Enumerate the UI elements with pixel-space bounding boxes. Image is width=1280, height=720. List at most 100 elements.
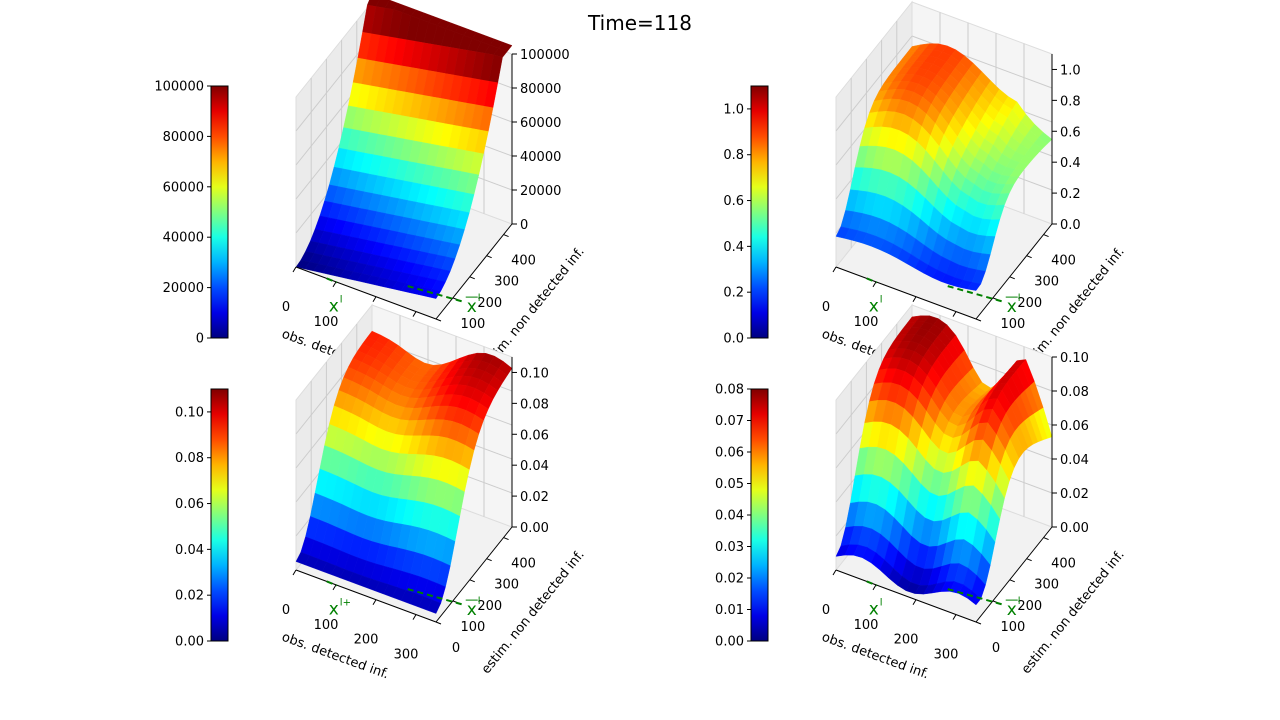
colorbar: 0.00 0.02 0.04 0.06 0.08 0.10 — [175, 388, 229, 650]
colorbar-tick-label: 0.08 — [175, 451, 204, 466]
y-tick — [486, 558, 492, 562]
x-tick-label: 0 — [282, 300, 290, 315]
value-function-panel: Value Function02000040000600008000010000… — [154, 0, 588, 379]
z-tick-label: 0.10 — [520, 366, 549, 381]
colorbar-tick-label: 0.00 — [715, 635, 744, 650]
x-threshold-dash — [866, 277, 878, 284]
z-tick-label: 0.06 — [1060, 419, 1089, 434]
z-tick-label: 60000 — [520, 116, 561, 131]
x-tick — [292, 266, 297, 273]
y-tick — [435, 318, 442, 322]
colorbar-gradient — [750, 388, 769, 642]
y-tick-label: 200 — [477, 296, 502, 311]
x-threshold-dash — [326, 580, 338, 587]
y-tick — [1026, 255, 1032, 259]
y-tick — [1026, 558, 1032, 562]
x-threshold-dash — [326, 277, 338, 284]
colorbar-tick-label: 0.04 — [175, 543, 204, 558]
y-tick-label: 100 — [1000, 620, 1025, 635]
colorbar-gradient — [750, 85, 769, 339]
z-tick-label: 0.0 — [1060, 218, 1081, 233]
x-tick-label: 0 — [822, 300, 830, 315]
z-tick-label: 0.08 — [520, 397, 549, 412]
y-threshold-sup: l — [1018, 293, 1021, 304]
y-threshold-label: x — [467, 297, 477, 317]
colorbar-tick-label: 0.02 — [175, 589, 204, 604]
y-tick — [469, 276, 475, 280]
y-threshold-label: x — [1007, 600, 1017, 620]
z-tick-label: 80000 — [520, 82, 561, 97]
colorbar-tick-label: 0.10 — [175, 405, 204, 420]
y-tick-label: 300 — [494, 578, 519, 593]
y-axis-line — [435, 223, 513, 320]
y-tick-label: 400 — [511, 557, 536, 572]
y-threshold-sup: l — [478, 293, 481, 304]
z-tick-label: 0.10 — [1060, 351, 1089, 366]
colorbar-tick-label: 0.08 — [715, 383, 744, 398]
colorbar-tick-label: 0.0 — [723, 332, 744, 347]
colorbar: 0.00 0.01 0.02 0.03 0.04 0.05 0.06 0.07 0.08 — [715, 383, 769, 650]
x-threshold-sup: l — [880, 597, 883, 608]
y-axis-line — [435, 526, 513, 623]
x-tick — [332, 584, 337, 591]
colorbar-tick-label: 0.02 — [715, 572, 744, 587]
y-tick-label: 300 — [494, 275, 519, 290]
z-tick-label: 0.08 — [1060, 385, 1089, 400]
x-tick-label: 100 — [314, 315, 339, 330]
x-tick — [412, 311, 417, 317]
x-tick-label: 300 — [934, 648, 959, 663]
x-tick — [872, 281, 877, 288]
x-threshold-label: x — [869, 599, 879, 619]
y-tick — [486, 255, 492, 259]
colorbar-tick-label: 0.8 — [723, 148, 744, 163]
colorbar-tick-label: 40000 — [163, 231, 204, 246]
colorbar-tick-label: 0.07 — [715, 414, 744, 429]
z-tick-label: 0.04 — [520, 459, 549, 474]
z-tick-label: 0.02 — [1060, 487, 1089, 502]
y-tick — [1009, 579, 1015, 583]
x-threshold-sup: l — [880, 294, 883, 305]
colorbar-tick-label: 1.0 — [723, 102, 744, 117]
y-tick-label: 100 — [1000, 317, 1025, 332]
y-threshold-label: x — [467, 600, 477, 620]
surface — [835, 43, 1053, 291]
colorbar-tick-label: 0.06 — [175, 497, 204, 512]
z-tick-label: 0.2 — [1060, 187, 1081, 202]
x-threshold-label: x — [329, 296, 339, 316]
y-threshold-sup: l — [1018, 596, 1021, 607]
x-tick — [832, 266, 837, 273]
x-tick-label: 200 — [354, 633, 379, 648]
x-tick — [912, 599, 917, 605]
z-tick-label: 100000 — [520, 48, 570, 63]
z-tick-label: 0 — [520, 218, 528, 233]
x-axis-line — [295, 569, 437, 623]
colorbar-tick-label: 0.04 — [715, 509, 744, 524]
y-tick-label: 100 — [460, 620, 485, 635]
x-tick — [872, 584, 877, 591]
x-tick — [372, 296, 377, 302]
surface — [835, 315, 1053, 606]
colorbar-tick-label: 0.01 — [715, 603, 744, 618]
colorbar: 0 20000 40000 60000 80000 100000 — [154, 80, 229, 347]
x-axis-line — [295, 266, 437, 320]
x-tick — [952, 311, 957, 317]
z-tick-label: 1.0 — [1060, 63, 1081, 78]
colorbar-tick-label: 100000 — [154, 80, 204, 95]
z-tick-label: 0.00 — [520, 521, 549, 536]
y-tick — [469, 579, 475, 583]
y-threshold-label: x — [1007, 297, 1017, 317]
colorbar-tick-label: 0.2 — [723, 286, 744, 301]
z-tick-label: 0.6 — [1060, 125, 1081, 140]
x-tick — [832, 569, 837, 576]
x-threshold-label: x — [329, 599, 339, 619]
grid-line — [835, 35, 913, 132]
y-tick-label: 400 — [511, 254, 536, 269]
y-tick-label: 200 — [1017, 296, 1042, 311]
x-tick-label: 100 — [854, 618, 879, 633]
threshold-markers: x l+ x l — [326, 580, 481, 620]
y-tick — [503, 234, 509, 238]
